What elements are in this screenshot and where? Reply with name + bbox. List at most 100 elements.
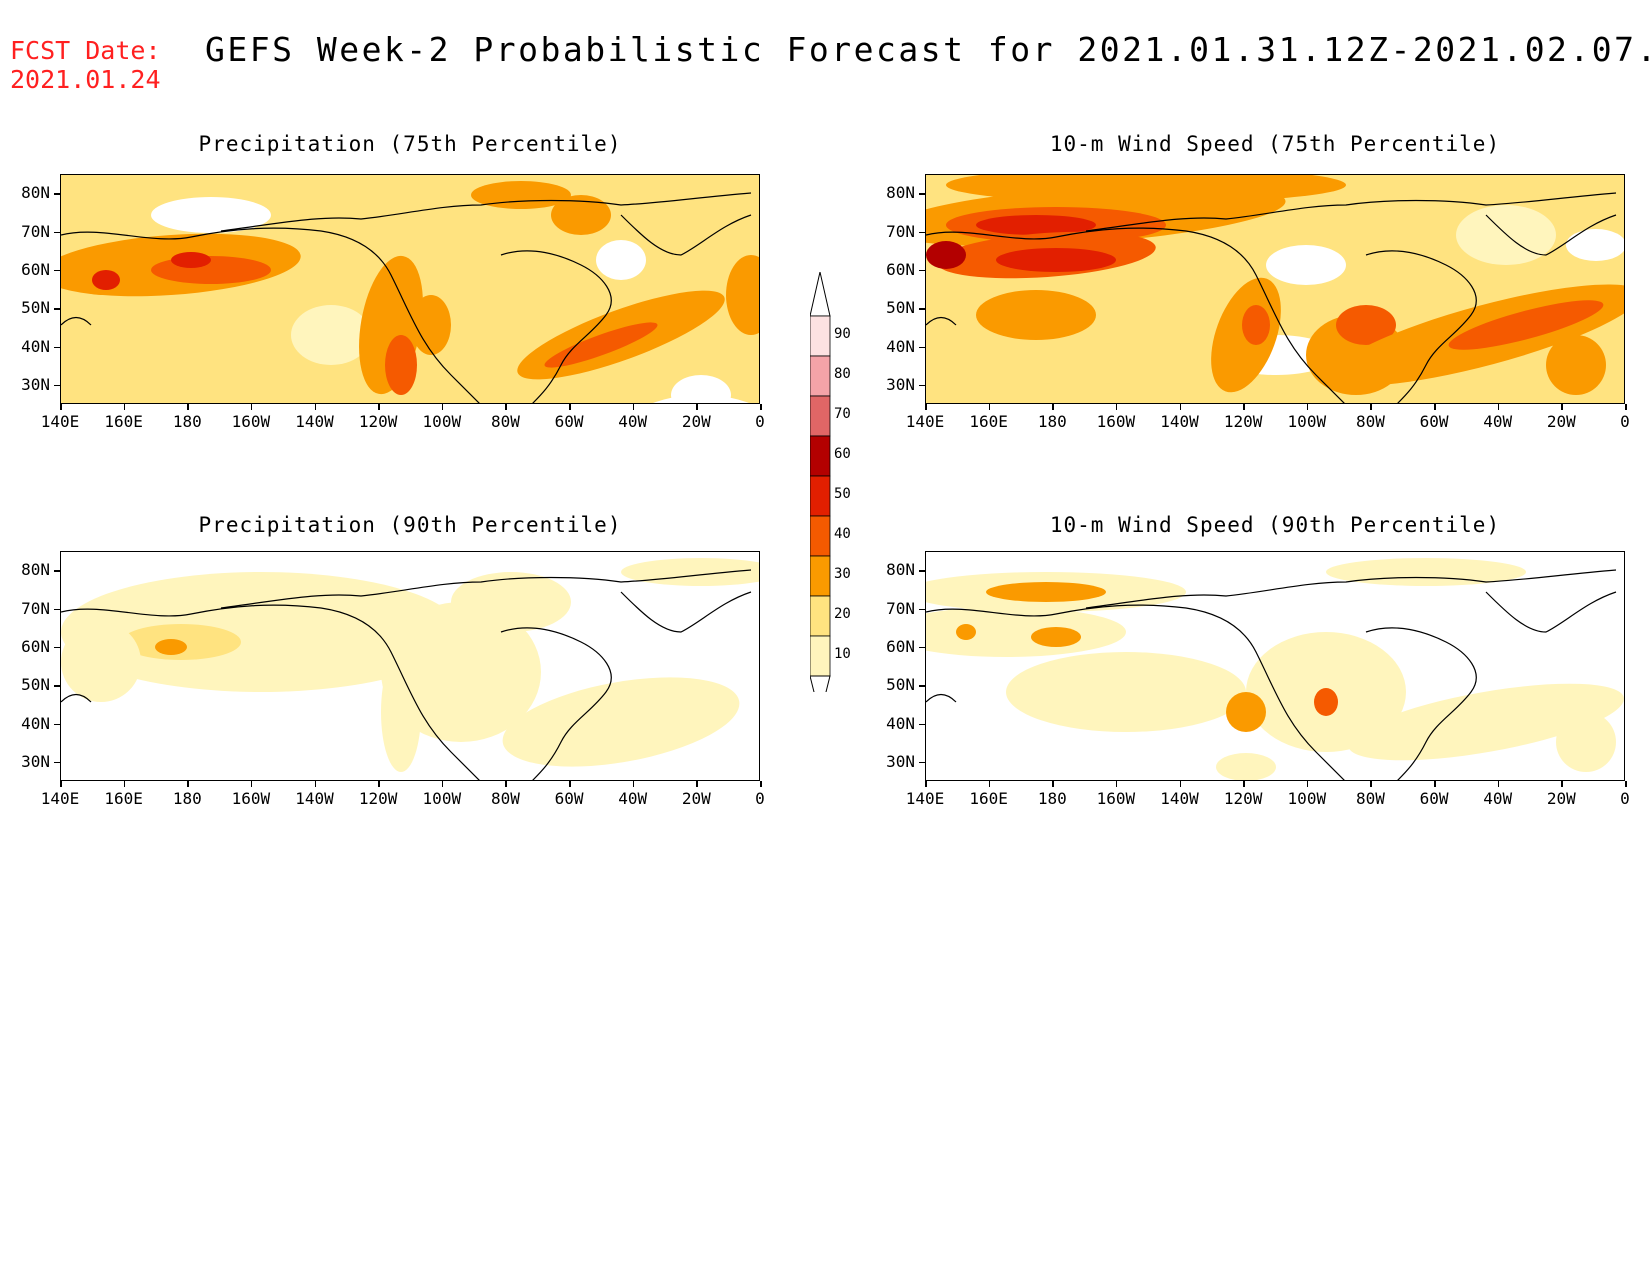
lon-tick (1561, 404, 1563, 410)
lon-tick (1497, 404, 1500, 410)
color-legend-swatch (809, 635, 831, 677)
lat-label: 70N (886, 598, 915, 618)
lon-label: 140E (905, 789, 945, 808)
lat-label: 60N (21, 636, 50, 656)
lon-tick (314, 404, 317, 410)
lat-label: 70N (21, 598, 50, 618)
lon-tick (925, 781, 927, 787)
lon-tick (760, 781, 762, 787)
lon-tick (1434, 404, 1436, 410)
lon-tick (60, 404, 62, 410)
lat-tick (919, 646, 925, 649)
lon-tick (988, 781, 991, 787)
lon-label: 180 (172, 412, 202, 431)
lon-tick (1497, 781, 1500, 787)
lon-label: 20W (1546, 789, 1576, 808)
lat-tick (54, 685, 60, 687)
lon-label: 40W (1483, 789, 1513, 808)
lon-label: 120W (1223, 789, 1263, 808)
lon-label: 60W (554, 789, 584, 808)
lon-tick (314, 781, 317, 787)
lat-tick (919, 685, 925, 687)
lat-label: 40N (21, 336, 50, 356)
map-precip-90 (60, 551, 760, 781)
lat-label: 60N (886, 636, 915, 656)
lon-label: 0 (755, 412, 765, 431)
lat-label: 70N (21, 221, 50, 241)
forecast-date-label: FCST Date: (10, 36, 161, 65)
lon-tick (378, 404, 380, 410)
lat-tick (919, 269, 925, 272)
lon-label: 100W (1287, 789, 1327, 808)
map-precip-75 (60, 174, 760, 404)
lon-tick (988, 404, 991, 410)
color-legend-label: 30 (834, 566, 851, 582)
color-legend-swatch (809, 315, 831, 357)
color-legend-label: 70 (834, 406, 851, 422)
forecast-date-block: FCST Date: 2021.01.24 (10, 36, 161, 94)
lon-tick (123, 781, 126, 787)
lon-tick (1370, 781, 1372, 787)
lat-tick (54, 231, 60, 233)
lon-tick (760, 404, 762, 410)
lat-label: 50N (21, 298, 50, 318)
lon-label: 160W (231, 789, 271, 808)
lon-label: 60W (1419, 412, 1449, 431)
lon-tick (1052, 404, 1054, 410)
lon-tick (378, 781, 380, 787)
lon-tick (1625, 781, 1627, 787)
lon-tick (569, 404, 571, 410)
color-legend-swatch (809, 355, 831, 397)
map-wind-75 (925, 174, 1625, 404)
lat-tick (919, 723, 925, 725)
color-legend-swatch (809, 595, 831, 637)
color-legend-label: 40 (834, 526, 851, 542)
lat-label: 30N (886, 751, 915, 771)
lat-tick (54, 193, 60, 195)
lon-tick (632, 404, 635, 410)
lat-label: 70N (886, 221, 915, 241)
panel-title-precip-90: Precipitation (90th Percentile) (198, 513, 622, 537)
lon-label: 140E (905, 412, 945, 431)
lat-label: 80N (886, 183, 915, 203)
forecast-date-value: 2021.01.24 (10, 65, 161, 94)
lon-tick (925, 404, 927, 410)
lon-tick (632, 781, 635, 787)
color-legend-swatch (809, 555, 831, 597)
color-legend-label: 90 (834, 326, 851, 342)
panel-title-wind-75: 10-m Wind Speed (75th Percentile) (1049, 132, 1501, 156)
lon-tick (1052, 781, 1054, 787)
lat-label: 30N (21, 751, 50, 771)
lat-tick (54, 269, 60, 272)
lon-label: 80W (491, 789, 520, 808)
lon-label: 0 (1620, 412, 1630, 431)
color-legend-label: 60 (834, 446, 851, 462)
lon-label: 80W (491, 412, 520, 431)
lon-tick (1561, 781, 1563, 787)
lat-label: 50N (886, 675, 915, 695)
lon-tick (696, 404, 698, 410)
lon-tick (1179, 781, 1182, 787)
lat-tick (54, 346, 60, 348)
lon-tick (1115, 781, 1118, 787)
lon-tick (60, 781, 62, 787)
lat-tick (919, 761, 925, 764)
lon-label: 180 (172, 789, 202, 808)
lat-label: 40N (886, 336, 915, 356)
lon-label: 160W (1096, 412, 1136, 431)
lon-label: 20W (681, 789, 711, 808)
lat-tick (919, 384, 925, 387)
lon-tick (441, 404, 444, 410)
color-legend-swatch (809, 395, 831, 437)
lon-label: 160W (231, 412, 271, 431)
lon-tick (1179, 404, 1182, 410)
lon-label: 160E (969, 412, 1008, 431)
lon-tick (123, 404, 126, 410)
lon-label: 80W (1356, 412, 1385, 431)
lon-label: 140W (1160, 789, 1199, 808)
lon-label: 40W (618, 789, 648, 808)
lat-label: 60N (21, 259, 50, 279)
lat-tick (919, 570, 925, 572)
lon-label: 140E (40, 789, 80, 808)
lat-label: 50N (886, 298, 915, 318)
